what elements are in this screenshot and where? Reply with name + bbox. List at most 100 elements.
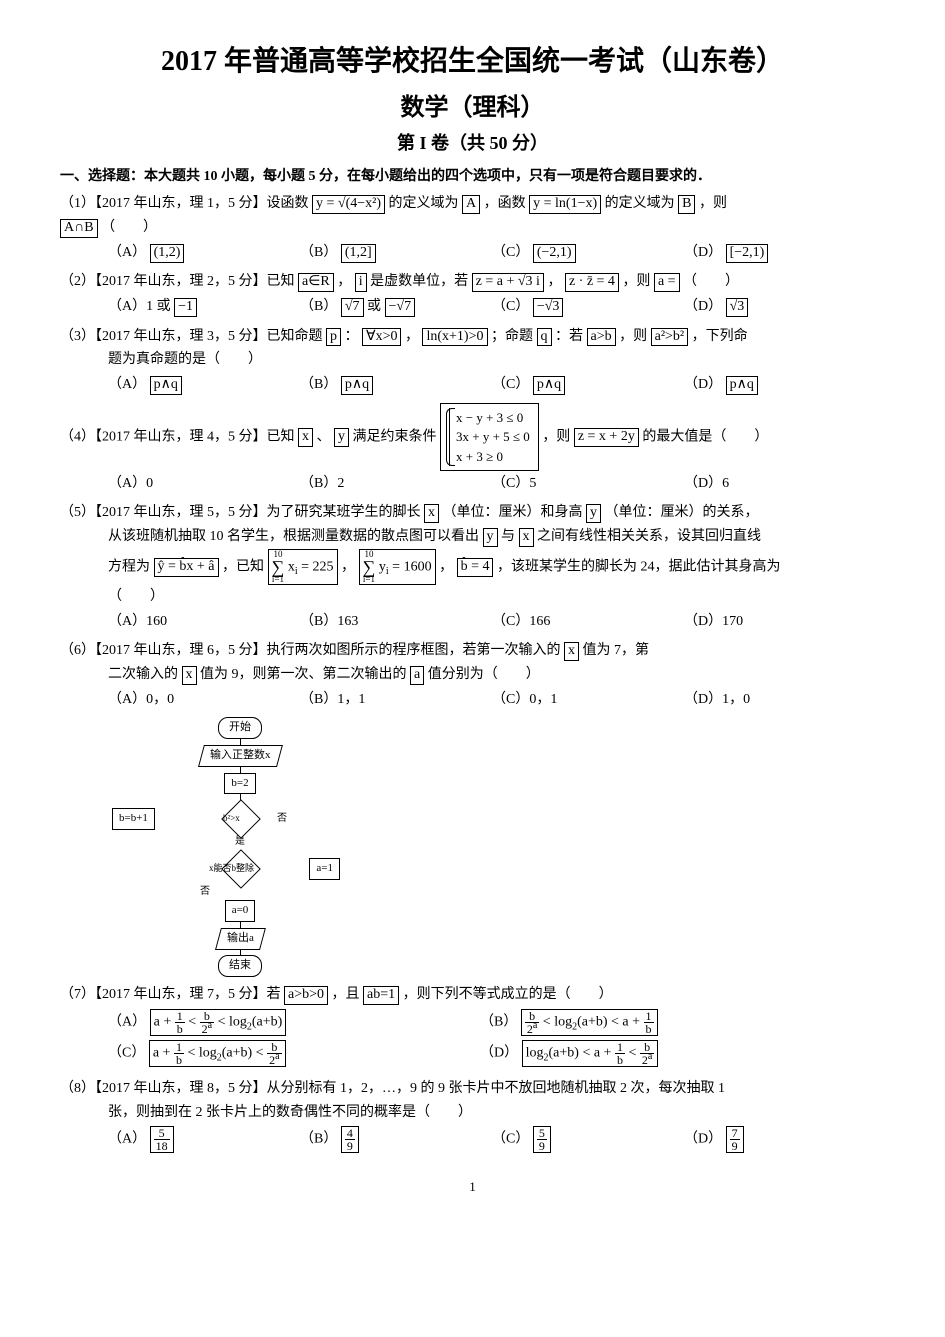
q1-text: ，则: [699, 196, 727, 211]
fc-input: 输入正整数x: [198, 745, 282, 767]
q3-opt-d: p∧q: [726, 376, 758, 395]
q2-text: 是虚数单位，若: [370, 274, 468, 289]
q8-opt-b: 49: [341, 1126, 359, 1153]
q2-options: （A）1 或 −1 （B） √7 或 −√7 （C） −√3 （D） √3: [60, 296, 885, 318]
q5-opt-c: （C）166: [492, 611, 684, 633]
q2-opt-a: −1: [174, 298, 197, 317]
opt-label: （C）: [108, 1045, 145, 1060]
q8-opt-a: 518: [150, 1126, 174, 1153]
q4-x: x: [298, 428, 313, 447]
q2-opt-b2: −√7: [385, 298, 416, 317]
opt-label: （D）: [684, 299, 722, 314]
q6-opt-d: （D）1，0: [684, 689, 876, 711]
question-2: （2）【2017 年山东，理 2，5 分】已知 a∈R ， i 是虚数单位，若 …: [60, 270, 885, 294]
opt-label: （C）: [492, 245, 529, 260]
q4-opt-b: （B）2: [300, 473, 492, 495]
q2-text: ，: [547, 274, 561, 289]
opt-label: （B）: [300, 299, 337, 314]
q5-regression-eq: ŷ = b̂x + â: [154, 558, 219, 577]
q5-sum-y: 10∑i=1 yi = 1600: [359, 549, 436, 585]
q5-text: 之间有线性相关关系，设其回归直线: [537, 529, 761, 544]
q2-or: 或: [367, 299, 381, 314]
q7-tail: ，则下列不等式成立的是（ ）: [403, 987, 613, 1002]
q2-text: ，: [337, 274, 351, 289]
q1-text: ，函数: [484, 196, 526, 211]
q6-a: a: [410, 666, 424, 685]
q7-ab0: a>b>0: [284, 986, 328, 1005]
q4-y: y: [334, 428, 349, 447]
q5-line2a: 从该班随机抽取 10 名学生，根据测量数据的散点图可以看出: [108, 529, 479, 544]
q7-opt-d: log2(a+b) < a + 1b < b2a: [522, 1040, 659, 1067]
q3-q: q: [537, 328, 552, 347]
q2-text: ，则: [622, 274, 650, 289]
q5-tag: （5）【2017 年山东，理 5，5 分】为了研究某班学生的脚长: [60, 505, 421, 520]
q6-text: 值为 9，则第一次、第二次输出的: [200, 667, 407, 682]
q5-y2: y: [483, 528, 498, 547]
opt-label: （D）: [684, 1132, 722, 1147]
title-line-1: 2017 年普通高等学校招生全国统一考试（山东卷）: [60, 40, 885, 85]
q7-options: （A） a + 1b < b2a < log2(a+b) （B） b2a < l…: [60, 1009, 885, 1071]
q3-tail-part: ，下列命: [692, 329, 748, 344]
q4-text: 、: [317, 429, 331, 444]
q5-x: x: [424, 504, 439, 523]
q6-x2: x: [182, 666, 197, 685]
question-1: （1）【2017 年山东，理 1，5 分】设函数 y = √(4−x²) 的定义…: [60, 192, 885, 240]
q3-text: ，: [405, 329, 419, 344]
title-line-3: 第 I 卷（共 50 分）: [60, 129, 885, 158]
q5-opt-b: （B）163: [300, 611, 492, 633]
q1-a-intersect-b: A∩B: [60, 219, 98, 238]
q2-z2: z · z̄ = 4: [565, 273, 619, 292]
fc-end: 结束: [218, 955, 262, 977]
q4-options: （A）0 （B）2 （C）5 （D）6: [60, 473, 885, 495]
q4-text: ，则: [542, 429, 570, 444]
q6-line2: 二次输入的: [108, 667, 178, 682]
fc-output: 输出a: [215, 928, 266, 950]
q6-opt-b: （B）1，1: [300, 689, 492, 711]
q7-text: ，且: [332, 987, 360, 1002]
q1-text: 的定义域为: [605, 196, 675, 211]
q5-tail: ，该班某学生的脚长为 24，据此估计其身高为: [497, 559, 781, 574]
q3-tail-indent: 题为真命题的是（ ）: [60, 348, 885, 372]
q8-options: （A） 518 （B） 49 （C） 59 （D） 79: [60, 1126, 885, 1153]
q7-ab1: ab=1: [363, 986, 399, 1005]
q3-cond2: ln(x+1)>0: [422, 328, 487, 347]
question-4: （4）【2017 年山东，理 4，5 分】已知 x 、 y 满足约束条件 x −…: [60, 403, 885, 472]
fc-a1: a=1: [309, 858, 340, 880]
q3-colon: ：: [345, 329, 359, 344]
q7-tag: （7）【2017 年山东，理 7，5 分】若: [60, 987, 281, 1002]
q8-opt-c: 59: [533, 1126, 551, 1153]
q3-p: p: [326, 328, 341, 347]
q4-sys3: x + 3 ≥ 0: [456, 447, 530, 467]
q4-tail: 的最大值是（ ）: [642, 429, 768, 444]
flowchart: 开始 输入正整数x b=2 b=b+1 b²>x 否 是 x能否b整除 a=1 …: [150, 717, 885, 977]
q5-opt-a: （A）160: [108, 611, 300, 633]
q1-tag: （1）【2017 年山东，理 1，5 分】设函数: [60, 196, 309, 211]
q6-x: x: [564, 642, 579, 661]
q2-a-in-r: a∈R: [298, 273, 334, 292]
opt-label: （B）: [300, 245, 337, 260]
opt-label: （B）: [480, 1014, 517, 1029]
section-1-title: 一、选择题：本大题共 10 小题，每小题 5 分，在每小题给出的四个选项中，只有…: [60, 166, 885, 188]
q1-formula-1: y = √(4−x²): [312, 195, 385, 214]
q7-opt-b: b2a < log2(a+b) < a + 1b: [521, 1009, 658, 1036]
opt-label: （A）: [108, 1014, 146, 1029]
q4-opt-d: （D）6: [684, 473, 876, 495]
q4-opt-c: （C）5: [492, 473, 684, 495]
opt-label: （B）: [300, 1132, 337, 1147]
q2-z1: z = a + √3 i: [472, 273, 544, 292]
opt-label: （D）: [684, 245, 722, 260]
opt-label: （A）: [108, 377, 146, 392]
fc-b2: b=2: [224, 773, 255, 795]
question-3: （3）【2017 年山东，理 3，5 分】已知命题 p ： ∀x>0 ， ln(…: [60, 325, 885, 373]
opt-label: （C）: [492, 299, 529, 314]
q5-text: ，: [439, 559, 453, 574]
q4-sys2: 3x + y + 5 ≤ 0: [456, 427, 530, 447]
q2-opt-c: −√3: [533, 298, 564, 317]
q5-opt-d: （D）170: [684, 611, 876, 633]
question-8: （8）【2017 年山东，理 8，5 分】从分别标有 1，2，…，9 的 9 张…: [60, 1077, 885, 1125]
q3-a2b2: a²>b²: [651, 328, 689, 347]
q5-bhat: b̂ = 4: [457, 558, 494, 577]
q2-opt-b1: √7: [341, 298, 364, 317]
question-7: （7）【2017 年山东，理 7，5 分】若 a>b>0 ，且 ab=1 ，则下…: [60, 983, 885, 1007]
q3-ab: a>b: [587, 328, 616, 347]
